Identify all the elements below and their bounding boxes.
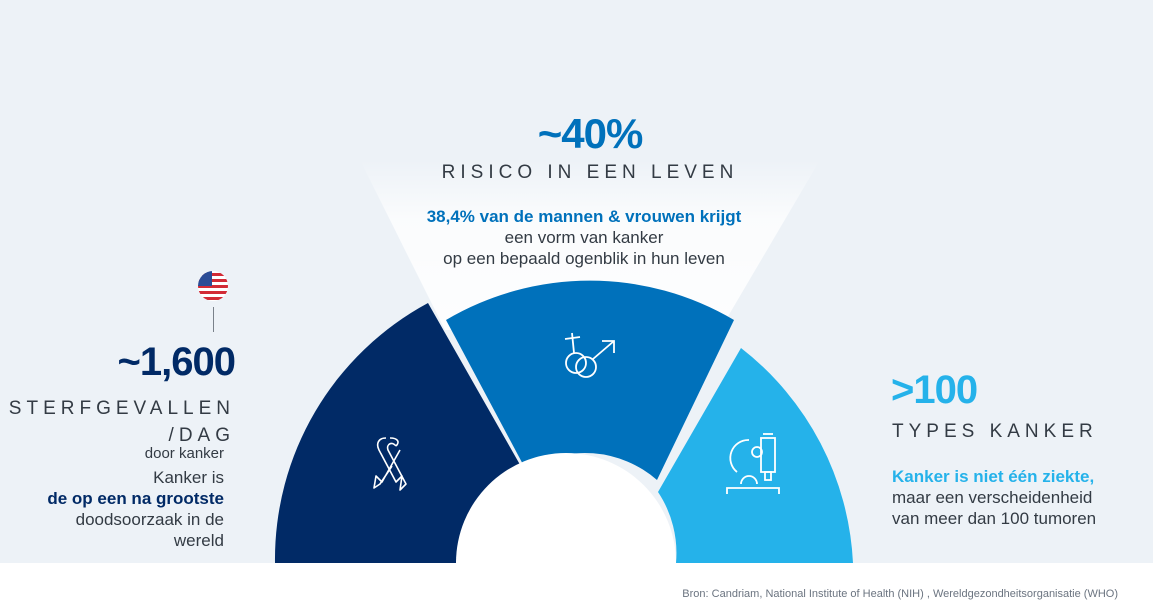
deaths-label-line-2: /DAG xyxy=(168,425,235,446)
risk-description: 38,4% van de mannen & vrouwen krijgt een… xyxy=(0,206,1153,269)
types-highlight: Kanker is niet één ziekte, xyxy=(892,467,1095,486)
deaths-line-3: doodsoorzaak in de xyxy=(75,510,224,529)
deaths-sub: door kanker xyxy=(144,445,224,462)
segment-deaths xyxy=(274,303,523,563)
spotlight-cone xyxy=(360,160,820,330)
segment-risk xyxy=(446,280,734,480)
source-citation: Bron: Candriam, National Institute of He… xyxy=(682,588,1118,600)
risk-value: ~40% xyxy=(537,110,644,157)
risk-line-2: een vorm van kanker xyxy=(504,228,664,247)
types-line-2: maar een verscheidenheid xyxy=(892,488,1093,507)
us-flag-icon xyxy=(198,271,228,301)
inner-hole xyxy=(456,453,676,563)
risk-label: RISICO IN EEN LEVEN xyxy=(441,162,739,183)
types-label: TYPES KANKER xyxy=(892,421,1098,442)
microscope-icon xyxy=(726,433,780,494)
risk-highlight: 38,4% van de mannen & vrouwen krijgt xyxy=(426,207,742,226)
segment-wheel xyxy=(274,280,853,563)
flag-connector-line xyxy=(213,307,214,332)
types-line-3: van meer dan 100 tumoren xyxy=(892,509,1097,528)
segment-types xyxy=(658,348,853,563)
deaths-label-line-1: STERFGEVALLEN xyxy=(8,398,235,419)
deaths-description: Kanker is de op een na grootste doodsoor… xyxy=(0,467,224,551)
deaths-line-1: Kanker is xyxy=(153,468,224,487)
awareness-ribbon-icon xyxy=(373,437,407,491)
types-value: >100 xyxy=(891,368,978,412)
deaths-value: ~1,600 xyxy=(117,340,236,384)
gender-symbols-icon xyxy=(564,332,615,378)
risk-line-3: op een bepaald ogenblik in hun leven xyxy=(443,249,725,268)
deaths-highlight: de op een na grootste xyxy=(47,489,224,508)
deaths-label: STERFGEVALLEN /DAG xyxy=(0,395,235,449)
deaths-line-4: wereld xyxy=(173,531,224,550)
types-description: Kanker is niet één ziekte, maar een vers… xyxy=(892,466,1152,529)
